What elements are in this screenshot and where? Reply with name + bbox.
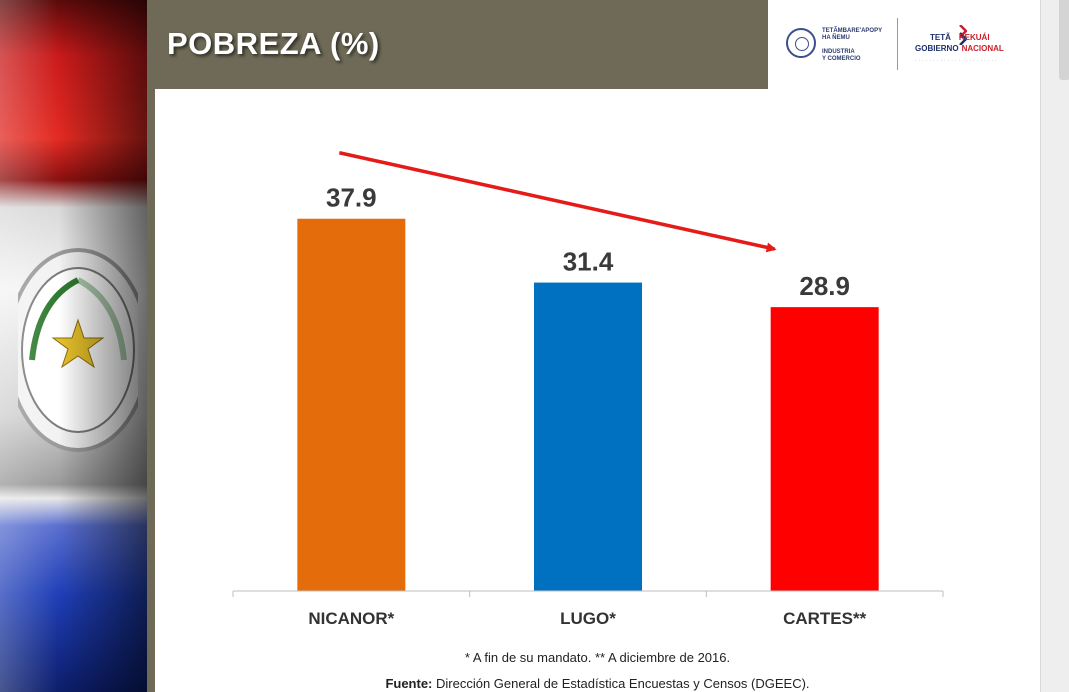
bar-2 [770, 307, 879, 591]
bar-value-label: 31.4 [563, 247, 614, 277]
ministry-seal-icon [786, 28, 816, 58]
ministry-logo-line-2: HA ÑEMU [822, 35, 850, 41]
government-mark-icon [959, 25, 967, 45]
left-accent-bar [147, 0, 155, 692]
scroll-tab[interactable] [1059, 0, 1069, 80]
logo-divider [897, 18, 898, 70]
ministry-logo-line-4: Y COMERCIO [822, 56, 861, 62]
x-tick-label: CARTES** [783, 609, 867, 628]
source-label: Fuente: [385, 676, 433, 691]
window-right-margin [1040, 0, 1069, 692]
x-tick-label: NICANOR* [308, 609, 394, 628]
bar-value-label: 37.9 [326, 183, 377, 213]
bar-0 [297, 218, 406, 591]
trend-arrow [338, 151, 777, 253]
ministry-logo-line-1: TETÃMBARE'APOPY [822, 28, 883, 34]
government-logo-tagline: · · · · · · · · · · · · · · · · · · · · … [915, 58, 998, 63]
flag-shading [0, 0, 147, 692]
chart-footnote: * A fin de su mandato. ** A diciembre de… [464, 650, 731, 665]
poverty-bar-chart: 37.9 31.4 28.9 NICANOR* LUGO* CARTES** [232, 151, 944, 628]
paraguay-flag-background [0, 0, 147, 692]
ministry-logo-line-3: INDUSTRIA [822, 49, 855, 55]
source-note: Fuente: Dirección General de Estadística… [155, 676, 1040, 691]
page-title: POBREZA (%) [167, 26, 380, 61]
bar-1 [534, 282, 642, 591]
x-tick-label: LUGO* [560, 609, 616, 628]
government-logo-line-2: GOBIERNO NACIONAL [915, 44, 1004, 53]
title-bar [155, 0, 768, 89]
source-text: Dirección General de Estadística Encuest… [432, 676, 810, 691]
government-logo-line-1: TETÃ REKUÁI [930, 33, 990, 42]
bar-value-label: 28.9 [799, 271, 850, 301]
